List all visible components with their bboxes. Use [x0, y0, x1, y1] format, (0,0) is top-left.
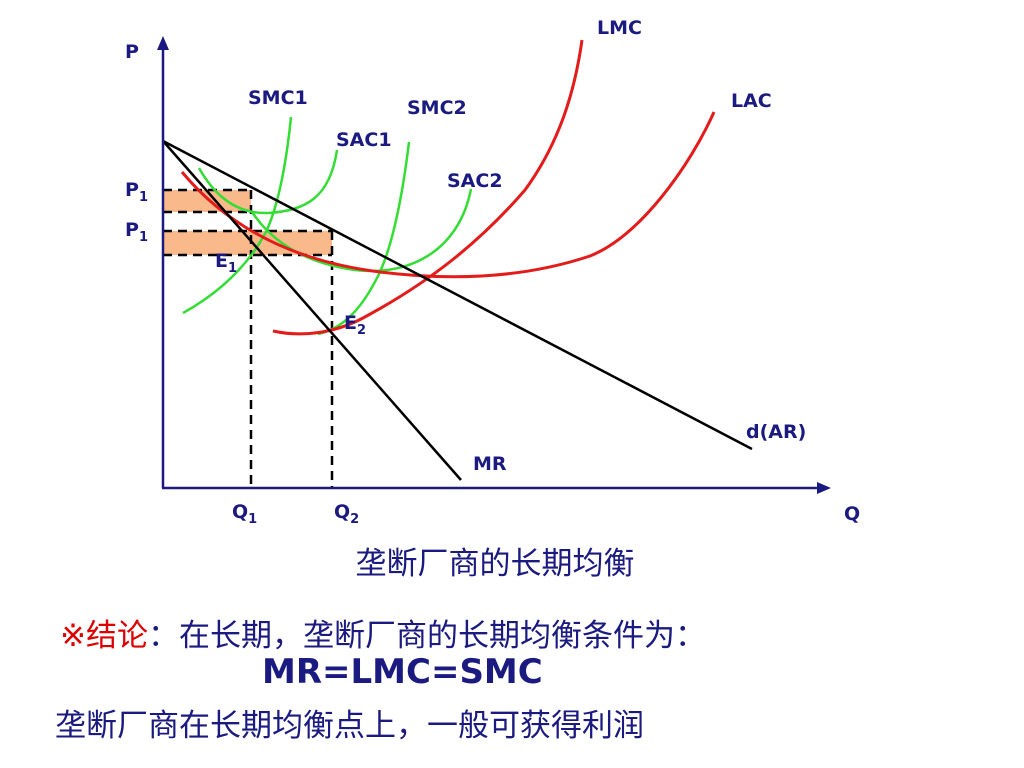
lmc-label: LMC	[597, 17, 642, 39]
smc1-curve	[182, 116, 293, 315]
conclusion-line: ※结论：在长期，垄断厂商的长期均衡条件为：	[60, 610, 706, 655]
sac1-label: SAC1	[336, 129, 392, 151]
e1-label: E1	[215, 250, 237, 276]
e2-label: E2	[344, 312, 366, 338]
sac2-label: SAC2	[447, 170, 503, 192]
x-axis-arrow	[817, 482, 831, 494]
y-axis-arrow	[157, 36, 169, 50]
sac1-curve	[197, 149, 339, 215]
profit-area-upper	[163, 190, 251, 212]
smc2-label: SMC2	[407, 97, 467, 119]
smc2-curve	[317, 141, 411, 336]
lac-label: LAC	[731, 90, 772, 112]
q1-label: Q1	[232, 501, 257, 527]
smc1-label: SMC1	[248, 87, 308, 109]
mr-label: MR	[473, 453, 507, 475]
y-axis-label: P	[125, 41, 139, 63]
long-run-equilibrium-diagram: P Q LMC LAC SMC1 SMC2 SAC1 SAC2 d(AR) MR…	[125, 17, 860, 527]
mr-curve	[162, 140, 462, 481]
diagram-caption: 垄断厂商的长期均衡	[355, 546, 635, 582]
conclusion-text: ：在长期，垄断厂商的长期均衡条件为：	[147, 618, 706, 654]
price-label-lower: P1	[125, 219, 148, 245]
conclusion-mark: ※结论	[60, 618, 148, 654]
demand-label: d(AR)	[746, 421, 806, 443]
x-axis-label: Q	[844, 503, 860, 525]
demand-curve	[162, 139, 753, 451]
sac2-curve	[250, 188, 473, 273]
profit-note: 垄断厂商在长期均衡点上，一般可获得利润	[55, 708, 644, 744]
equilibrium-formula: MR=LMC=SMC	[262, 652, 543, 692]
lmc-curve	[272, 39, 584, 336]
price-label-upper: P1	[125, 179, 148, 205]
axes	[161, 45, 822, 490]
profit-area-lower	[163, 231, 332, 255]
lac-curve	[180, 111, 716, 279]
q2-label: Q2	[334, 501, 359, 527]
